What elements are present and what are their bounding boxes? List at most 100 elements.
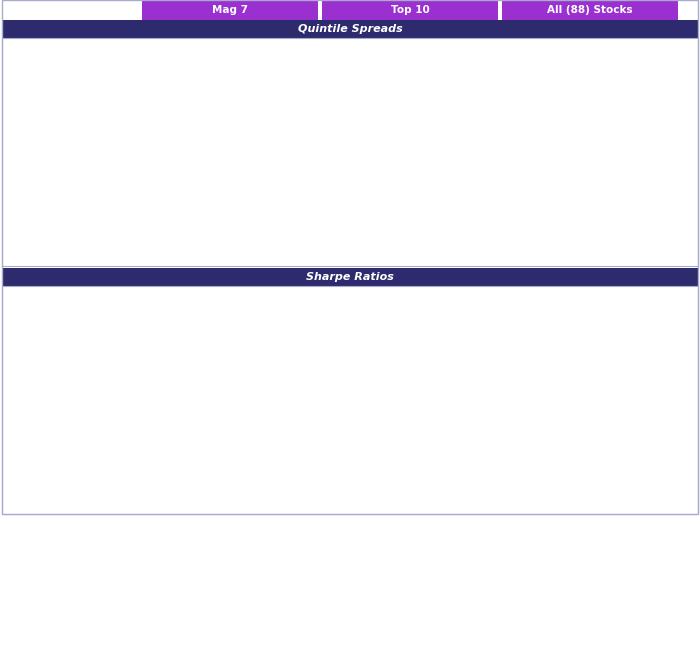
Bar — [322, 96, 366, 111]
Text: -0.96: -0.96 — [332, 347, 356, 356]
Text: -22.74: -22.74 — [195, 119, 221, 128]
Text: -8.34: -8.34 — [378, 234, 398, 243]
Text: -0.12: -0.12 — [241, 417, 262, 426]
Text: 20.21: 20.21 — [153, 249, 176, 258]
Text: -0.18: -0.18 — [466, 397, 486, 406]
Text: -0.31: -0.31 — [558, 317, 578, 326]
Text: -1.45: -1.45 — [153, 332, 176, 341]
Bar — [186, 344, 230, 359]
Text: -0.63: -0.63 — [197, 347, 219, 356]
Bar — [230, 81, 274, 96]
Text: -0.51: -0.51 — [421, 367, 442, 376]
Text: -0.24: -0.24 — [241, 317, 262, 326]
Text: -0.85: -0.85 — [421, 417, 444, 426]
Text: -6.43: -6.43 — [466, 99, 486, 108]
Text: 4.85: 4.85 — [335, 169, 353, 178]
Text: 0.17: 0.17 — [199, 482, 217, 491]
Text: -38.57: -38.57 — [238, 99, 266, 108]
Text: -3.50: -3.50 — [514, 69, 534, 78]
Text: -22.14: -22.14 — [463, 134, 489, 143]
Text: 0.39: 0.39 — [559, 482, 577, 491]
Bar — [366, 81, 410, 96]
Text: 0.08: 0.08 — [335, 317, 353, 326]
Text: -0.48: -0.48 — [198, 382, 218, 391]
Bar — [142, 96, 186, 111]
Text: -1.10: -1.10 — [332, 332, 356, 341]
Text: 0.07: 0.07 — [335, 432, 353, 441]
Text: Lookback: Lookback — [209, 288, 251, 298]
Text: -12.54: -12.54 — [463, 234, 489, 243]
Text: 0.43: 0.43 — [155, 497, 173, 506]
Text: 0.15: 0.15 — [515, 417, 533, 426]
Text: 5.63: 5.63 — [335, 249, 353, 258]
Text: 24.46: 24.46 — [241, 234, 263, 243]
Text: -0.53: -0.53 — [466, 317, 486, 326]
Text: -27.98: -27.98 — [194, 99, 223, 108]
Text: -0.03: -0.03 — [241, 467, 262, 476]
Text: 6.96: 6.96 — [515, 234, 533, 243]
Text: -0.46: -0.46 — [422, 397, 442, 406]
Text: 0.22: 0.22 — [559, 332, 577, 341]
Text: -21.15: -21.15 — [419, 119, 445, 128]
Text: Fortnightly: Fortnightly — [84, 447, 130, 456]
Text: 0.03: 0.03 — [515, 397, 533, 406]
Text: 0.33: 0.33 — [559, 397, 577, 406]
Text: -0.38: -0.38 — [286, 317, 306, 326]
Text: -21.80: -21.80 — [195, 149, 220, 158]
Text: -35.99: -35.99 — [238, 84, 266, 93]
Text: -0.18: -0.18 — [514, 367, 534, 376]
Text: -10.28: -10.28 — [643, 99, 668, 108]
Text: -17.30: -17.30 — [238, 134, 266, 143]
Text: -2.38: -2.38 — [378, 249, 398, 258]
Text: -16.41: -16.41 — [419, 184, 445, 193]
Text: 0.37: 0.37 — [559, 447, 577, 456]
Text: -9.13: -9.13 — [558, 119, 578, 128]
Text: Quintile Spreads: Quintile Spreads — [298, 24, 402, 34]
Bar — [410, 96, 454, 111]
Text: -43.61: -43.61 — [330, 134, 358, 143]
Text: -0.52: -0.52 — [197, 317, 218, 326]
Text: 0.26: 0.26 — [515, 482, 533, 491]
Text: 14.15: 14.15 — [241, 184, 263, 193]
Text: Fortnightly: Fortnightly — [84, 249, 130, 258]
Text: -6.35: -6.35 — [466, 149, 486, 158]
Text: -17.89: -17.89 — [419, 149, 445, 158]
Text: -11.89: -11.89 — [239, 69, 265, 78]
Text: 5.25: 5.25 — [379, 169, 397, 178]
Text: 0.17: 0.17 — [515, 467, 533, 476]
Bar — [2, 429, 698, 444]
Text: -11.33: -11.33 — [419, 234, 445, 243]
Text: -15.93: -15.93 — [419, 199, 445, 208]
Text: 4.65: 4.65 — [243, 249, 261, 258]
Bar — [2, 300, 698, 314]
Text: -27.73: -27.73 — [418, 134, 447, 143]
Text: -0.46: -0.46 — [646, 447, 666, 456]
Text: -0.50: -0.50 — [241, 397, 262, 406]
Text: 0.06: 0.06 — [335, 447, 353, 456]
Text: -24.61: -24.61 — [239, 119, 265, 128]
Text: 1: 1 — [521, 302, 527, 312]
Text: Fortnightly: Fortnightly — [84, 347, 130, 356]
Text: -0.73: -0.73 — [241, 332, 263, 341]
Bar — [2, 20, 698, 38]
Text: -18.71: -18.71 — [599, 119, 624, 128]
Text: 8.32: 8.32 — [155, 234, 173, 243]
Text: -23.39: -23.39 — [239, 149, 265, 158]
Text: -1.16: -1.16 — [645, 467, 667, 476]
Text: -0.07: -0.07 — [514, 134, 534, 143]
Text: 2.52: 2.52 — [155, 69, 173, 78]
Text: Fortnightly: Fortnightly — [84, 149, 130, 158]
Text: -7.69: -7.69 — [602, 149, 622, 158]
Text: 0.18: 0.18 — [287, 447, 304, 456]
Bar — [2, 0, 698, 514]
Bar — [2, 268, 698, 286]
Text: -0.59: -0.59 — [466, 332, 486, 341]
Text: -7.44: -7.44 — [421, 249, 442, 258]
Text: -0.39: -0.39 — [421, 447, 442, 456]
Text: 0.52: 0.52 — [242, 482, 262, 491]
Text: 0.02: 0.02 — [155, 417, 173, 426]
Text: -2.94: -2.94 — [602, 234, 622, 243]
Text: Weekly: Weekly — [84, 432, 115, 441]
Text: -3.38: -3.38 — [286, 169, 306, 178]
Bar — [230, 329, 274, 344]
